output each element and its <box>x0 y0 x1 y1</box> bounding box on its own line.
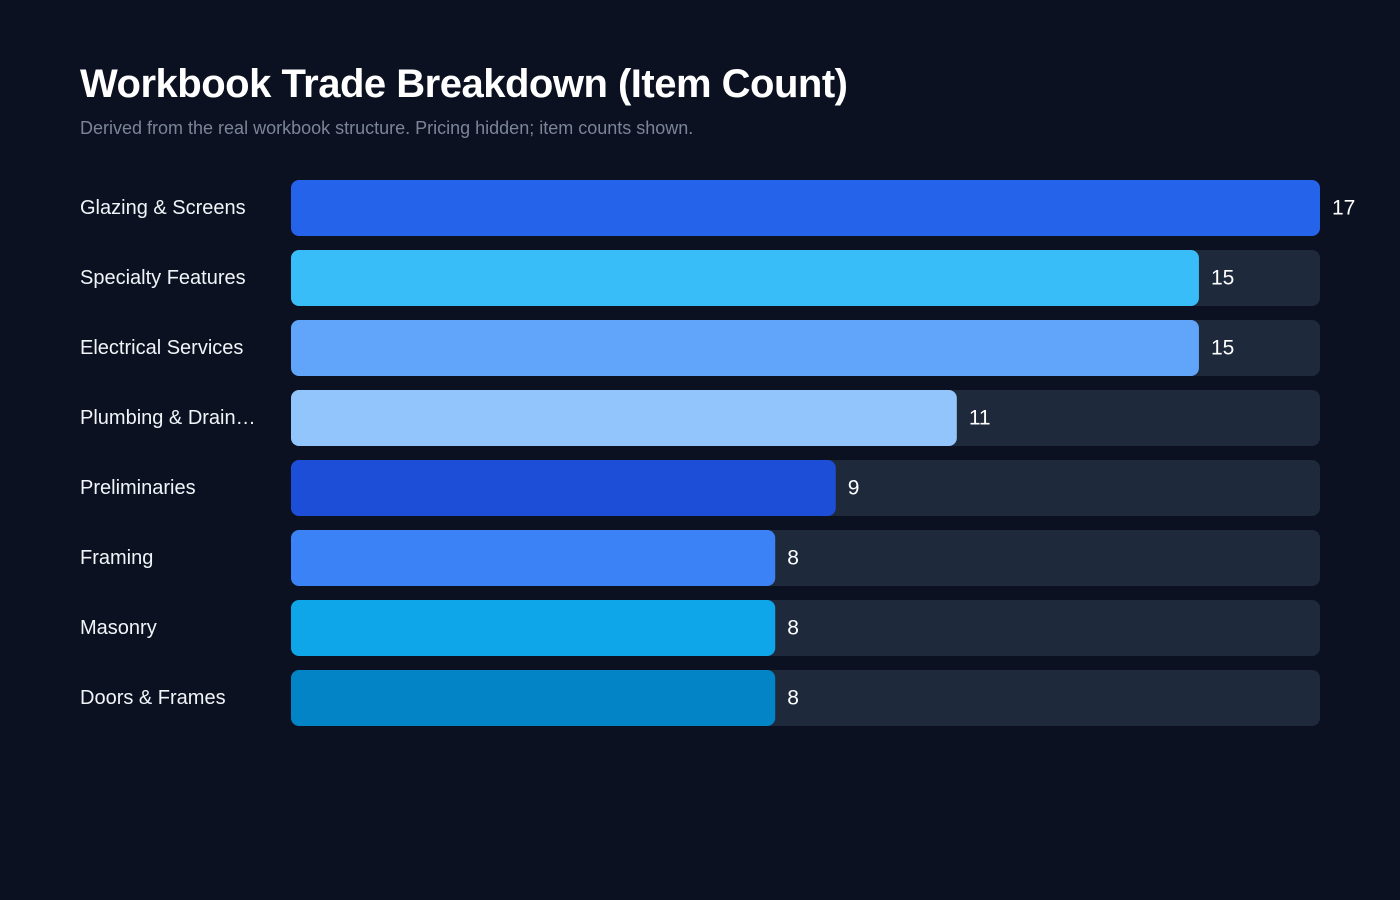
bar-row: Doors & Frames 8 <box>80 670 1320 726</box>
bar <box>291 460 836 516</box>
bar-row: Plumbing & Drain… 11 <box>80 390 1320 446</box>
bar <box>291 250 1199 306</box>
bar-row: Glazing & Screens 17 <box>80 180 1355 236</box>
bar-row: Specialty Features 15 <box>80 250 1320 306</box>
category-label: Framing <box>80 547 153 569</box>
category-label: Doors & Frames <box>80 687 226 709</box>
chart-title: Workbook Trade Breakdown (Item Count) <box>80 62 848 106</box>
bar <box>291 530 776 586</box>
bar <box>291 180 1320 236</box>
bar-row: Preliminaries 9 <box>80 460 1320 516</box>
value-label: 15 <box>1211 267 1234 290</box>
category-label: Masonry <box>80 617 157 639</box>
bar <box>291 670 776 726</box>
category-label: Plumbing & Drain… <box>80 407 256 429</box>
category-label: Electrical Services <box>80 337 243 359</box>
value-label: 15 <box>1211 337 1234 360</box>
value-label: 8 <box>787 547 799 570</box>
value-label: 11 <box>969 407 991 430</box>
value-label: 9 <box>848 477 860 500</box>
value-label: 8 <box>787 617 799 640</box>
category-label: Glazing & Screens <box>80 197 246 219</box>
bar-row: Masonry 8 <box>80 600 1320 656</box>
category-label: Specialty Features <box>80 267 246 289</box>
bar-row: Electrical Services 15 <box>80 320 1320 376</box>
bar <box>291 320 1199 376</box>
bar <box>291 390 957 446</box>
chart-subtitle: Derived from the real workbook structure… <box>80 118 694 138</box>
value-label: 17 <box>1332 197 1355 220</box>
value-label: 8 <box>787 687 799 710</box>
bar-row: Framing 8 <box>80 530 1320 586</box>
bar <box>291 600 776 656</box>
category-label: Preliminaries <box>80 477 196 499</box>
